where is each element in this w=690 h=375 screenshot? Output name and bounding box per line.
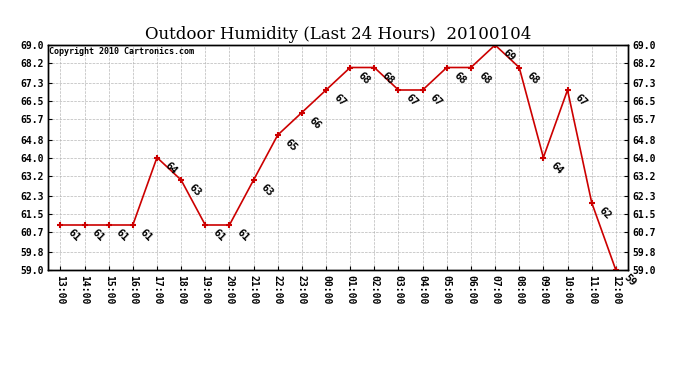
Text: 61: 61	[90, 228, 106, 244]
Text: 68: 68	[380, 70, 396, 86]
Text: 59: 59	[622, 273, 638, 289]
Text: 66: 66	[308, 115, 324, 131]
Text: 67: 67	[332, 93, 348, 109]
Text: 63: 63	[187, 183, 203, 199]
Text: 61: 61	[66, 228, 82, 244]
Text: Copyright 2010 Cartronics.com: Copyright 2010 Cartronics.com	[50, 47, 195, 56]
Text: 61: 61	[139, 228, 155, 244]
Text: 61: 61	[115, 228, 130, 244]
Text: 68: 68	[525, 70, 541, 86]
Text: 64: 64	[549, 160, 565, 176]
Text: 62: 62	[598, 205, 613, 221]
Title: Outdoor Humidity (Last 24 Hours)  20100104: Outdoor Humidity (Last 24 Hours) 2010010…	[145, 27, 531, 44]
Text: 67: 67	[573, 93, 589, 109]
Text: 63: 63	[259, 183, 275, 199]
Text: 69: 69	[501, 48, 517, 64]
Text: 65: 65	[284, 138, 299, 154]
Text: 67: 67	[428, 93, 444, 109]
Text: 67: 67	[404, 93, 420, 109]
Text: 68: 68	[356, 70, 372, 86]
Text: 68: 68	[453, 70, 469, 86]
Text: 61: 61	[211, 228, 227, 244]
Text: 64: 64	[163, 160, 179, 176]
Text: 61: 61	[235, 228, 251, 244]
Text: 68: 68	[477, 70, 493, 86]
